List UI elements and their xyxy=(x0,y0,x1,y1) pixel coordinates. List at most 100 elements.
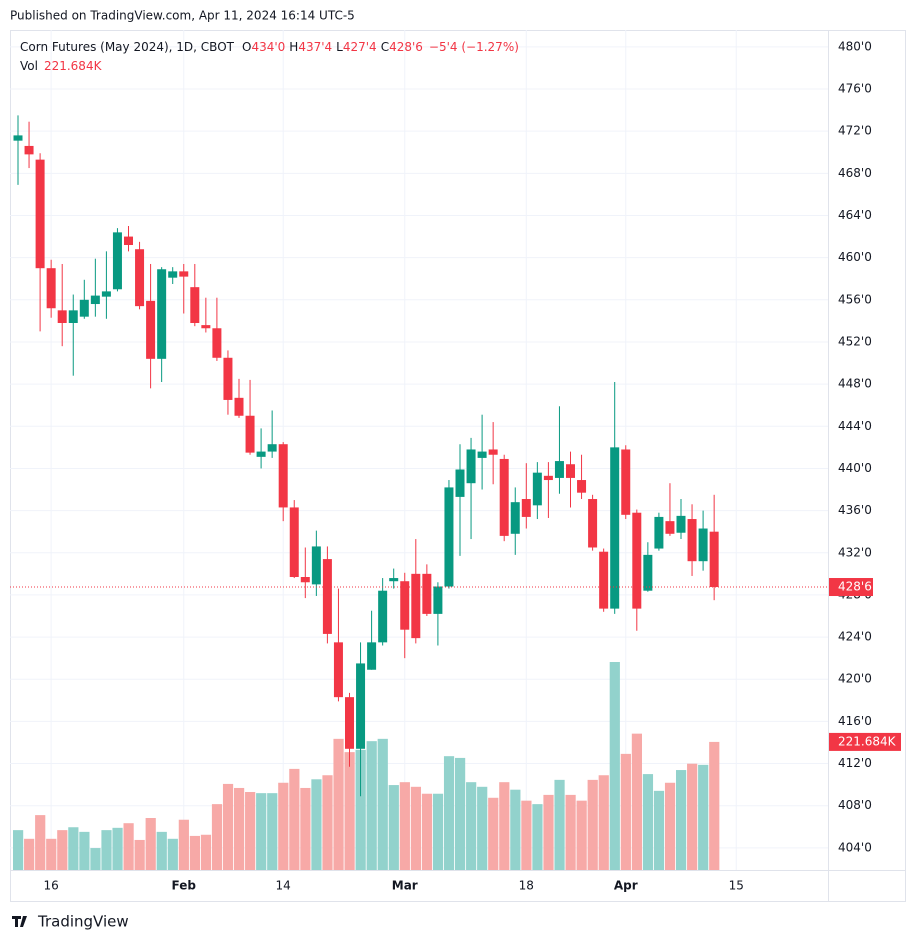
volume-bar xyxy=(79,831,90,870)
candle-body xyxy=(234,397,244,416)
volume-bar xyxy=(289,768,300,870)
y-tick-label: 480'0 xyxy=(838,39,872,53)
y-tick-label: 416'0 xyxy=(838,714,872,728)
candle-body xyxy=(201,325,211,329)
x-tick-label: Mar xyxy=(392,879,418,893)
candle-body xyxy=(333,642,343,698)
candle-body xyxy=(411,573,421,639)
volume-bar xyxy=(134,839,145,870)
candle-body xyxy=(157,269,167,359)
footer-brand: TradingView xyxy=(37,913,129,931)
candle-body xyxy=(179,271,189,277)
candle-body xyxy=(223,357,233,400)
volume-bar xyxy=(432,793,444,870)
candle-body xyxy=(588,499,598,548)
candle-body xyxy=(135,249,145,307)
candle-body xyxy=(577,480,587,493)
candle-body xyxy=(621,449,631,515)
candle-body xyxy=(367,642,377,670)
volume-bar xyxy=(256,793,267,870)
candle-body xyxy=(698,528,708,562)
candle-body xyxy=(433,586,443,614)
legend-value: 427'4 xyxy=(343,40,377,54)
y-tick-label: 440'0 xyxy=(838,461,872,475)
published-header: Published on TradingView.com, Apr 11, 20… xyxy=(10,9,355,23)
candle-body xyxy=(554,461,564,478)
candle-body xyxy=(444,487,454,587)
candle-body xyxy=(599,551,609,609)
candle-body xyxy=(256,451,266,457)
candle-body xyxy=(289,507,299,578)
volume-bar xyxy=(598,775,609,870)
volume-bar xyxy=(709,741,720,870)
volume-bar xyxy=(101,830,112,870)
y-tick-label: 448'0 xyxy=(838,377,872,391)
volume-bar xyxy=(687,763,698,870)
volume-bar xyxy=(477,786,488,870)
volume-bar xyxy=(278,782,289,870)
candle-body xyxy=(466,449,476,484)
candle-body xyxy=(665,521,675,534)
candle-body xyxy=(278,444,288,508)
volume-bar xyxy=(90,848,101,870)
volume-bar xyxy=(576,800,587,870)
volume-bar xyxy=(24,838,35,870)
candle-body xyxy=(79,299,89,317)
candle-body xyxy=(676,515,686,533)
candle-body xyxy=(90,295,100,305)
volume-tag-label: 221.684K xyxy=(838,734,897,748)
y-tick-label: 472'0 xyxy=(838,124,872,138)
candle-body xyxy=(35,159,45,269)
candle-body xyxy=(311,546,321,585)
x-tick-label: Apr xyxy=(614,879,638,893)
volume-bar xyxy=(234,787,245,870)
volume-bar xyxy=(587,779,598,870)
y-tick-label: 476'0 xyxy=(838,82,872,96)
candle-body xyxy=(389,578,399,582)
candle-body xyxy=(57,310,67,323)
volume-bar xyxy=(267,793,278,870)
volume-bar xyxy=(554,779,565,870)
volume-bar xyxy=(488,797,499,870)
volume-bar xyxy=(333,738,344,870)
volume-bar xyxy=(245,792,256,870)
x-tick-label: 18 xyxy=(519,879,534,893)
volume-bar xyxy=(698,764,709,870)
candle-body xyxy=(687,519,697,562)
volume-bar xyxy=(322,775,333,870)
volume-bar xyxy=(653,790,665,870)
volume-bar xyxy=(112,827,123,870)
candle-body xyxy=(24,145,34,155)
volume-bar xyxy=(222,783,234,870)
candle-body xyxy=(499,458,509,536)
volume-bar xyxy=(377,738,388,870)
candle-body xyxy=(112,232,122,290)
volume-bar xyxy=(455,757,466,870)
volume-bar xyxy=(399,782,410,870)
candle-body xyxy=(267,444,277,452)
y-tick-label: 432'0 xyxy=(838,545,872,559)
candle-body xyxy=(632,512,642,609)
candle-body xyxy=(245,415,255,453)
candle-body xyxy=(322,559,332,634)
logo xyxy=(12,916,27,927)
volume-bar xyxy=(543,794,554,870)
x-tick-label: 14 xyxy=(276,879,291,893)
volume-bar xyxy=(366,741,377,870)
candle-body xyxy=(455,469,465,497)
legend-value: 434'0 xyxy=(251,40,285,54)
volume-bar xyxy=(631,733,642,870)
last-price-tag xyxy=(829,578,873,597)
volume-bar xyxy=(300,787,311,870)
candle-body xyxy=(510,502,520,534)
y-tick-label: 444'0 xyxy=(838,419,872,433)
volume-bar xyxy=(676,770,687,870)
y-tick-label: 412'0 xyxy=(838,756,872,770)
candle-body xyxy=(566,464,575,478)
volume-bar xyxy=(123,823,134,870)
volume-bar xyxy=(68,827,79,870)
volume-bar xyxy=(311,779,322,870)
legend-value: 428'6 xyxy=(389,40,423,54)
candle-body xyxy=(212,328,222,358)
